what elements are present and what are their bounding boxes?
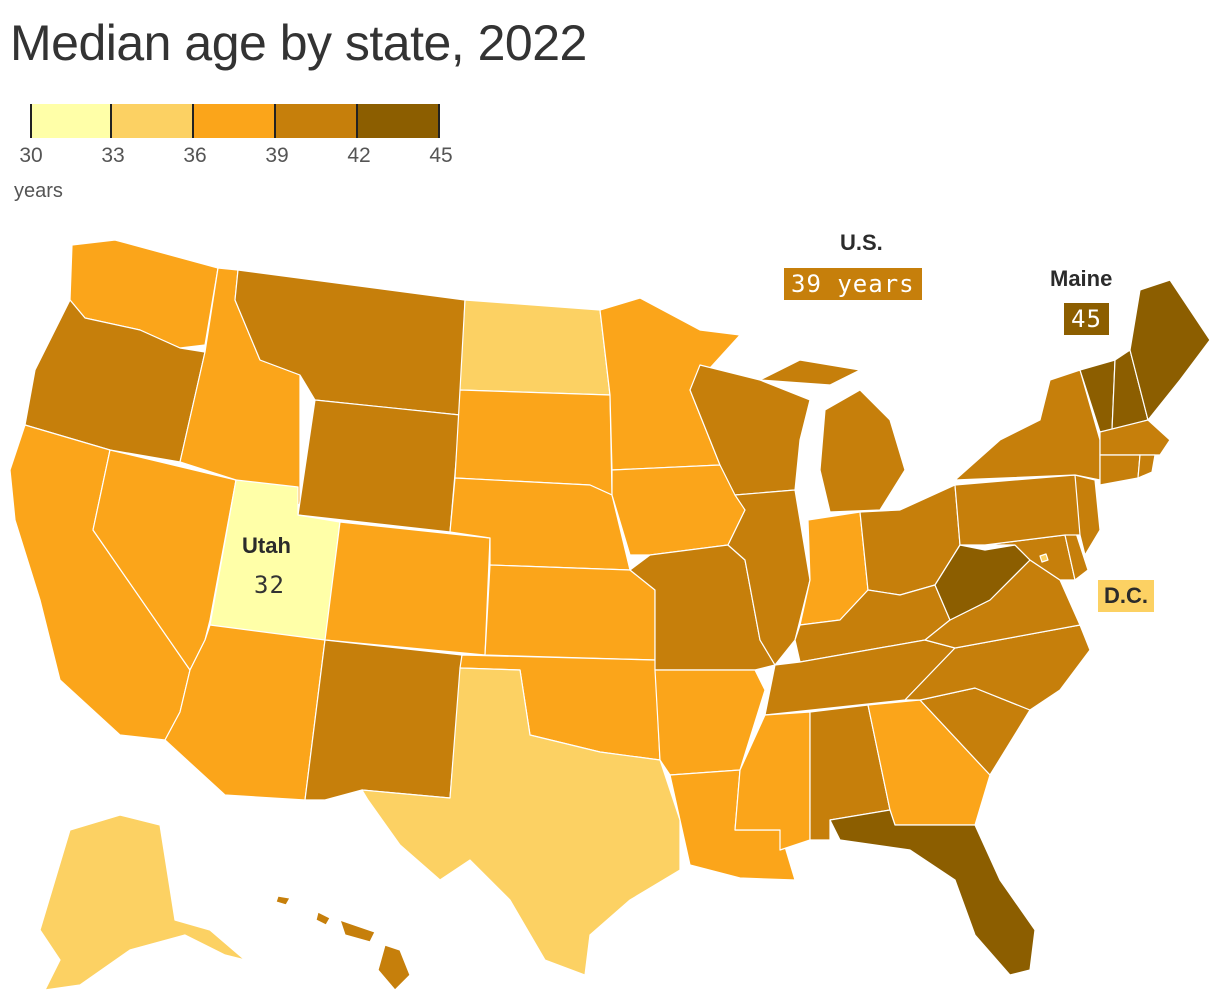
legend-tick-label: 42 — [347, 144, 371, 167]
legend-unit-label: years — [14, 180, 63, 202]
state-pennsylvania — [954, 474, 1086, 546]
state-dc — [1039, 553, 1049, 563]
state-colorado — [324, 521, 491, 656]
legend-swatch-0 — [30, 104, 112, 138]
legend-tick-label: 30 — [19, 144, 43, 167]
chart-title: Median age by state, 2022 — [10, 15, 587, 71]
maine-callout-label: Maine — [1050, 266, 1113, 291]
state-rhode-island — [1137, 454, 1156, 479]
state-hawaii — [275, 895, 411, 991]
state-michigan — [759, 359, 906, 513]
state-wyoming — [297, 399, 461, 533]
dc-callout-label: D.C. — [1098, 580, 1154, 612]
state-new-mexico — [304, 639, 463, 801]
state-illinois — [727, 489, 811, 666]
state-north-dakota — [459, 299, 611, 396]
legend-tick-label: 45 — [429, 144, 453, 167]
state-new-york — [954, 369, 1101, 481]
legend-tick-label: 36 — [183, 144, 207, 167]
color-legend: 30 33 36 39 42 45 — [19, 104, 453, 168]
state-maine — [1129, 279, 1211, 421]
utah-callout-value: 32 — [254, 571, 285, 599]
state-new-jersey — [1074, 474, 1101, 556]
us-callout-value: 39 years — [784, 268, 922, 300]
us-callout-label: U.S. — [840, 230, 883, 255]
legend-swatch-2 — [194, 104, 276, 138]
maine-callout-value: 45 — [1064, 303, 1109, 335]
legend-swatch-1 — [112, 104, 194, 138]
legend-swatch-4 — [358, 104, 440, 138]
state-massachusetts — [1099, 419, 1171, 456]
legend-ticks: 30 33 36 39 42 45 — [19, 138, 453, 168]
state-alaska — [39, 814, 246, 991]
state-texas — [361, 667, 681, 976]
legend-tick-label: 33 — [101, 144, 125, 167]
legend-tick-label: 39 — [265, 144, 289, 167]
state-kansas — [484, 564, 656, 661]
legend-color-bar — [30, 104, 450, 138]
legend-swatch-3 — [276, 104, 358, 138]
state-connecticut — [1099, 454, 1141, 486]
state-florida — [829, 809, 1036, 976]
utah-callout-label: Utah — [242, 533, 291, 558]
state-iowa — [611, 464, 746, 556]
